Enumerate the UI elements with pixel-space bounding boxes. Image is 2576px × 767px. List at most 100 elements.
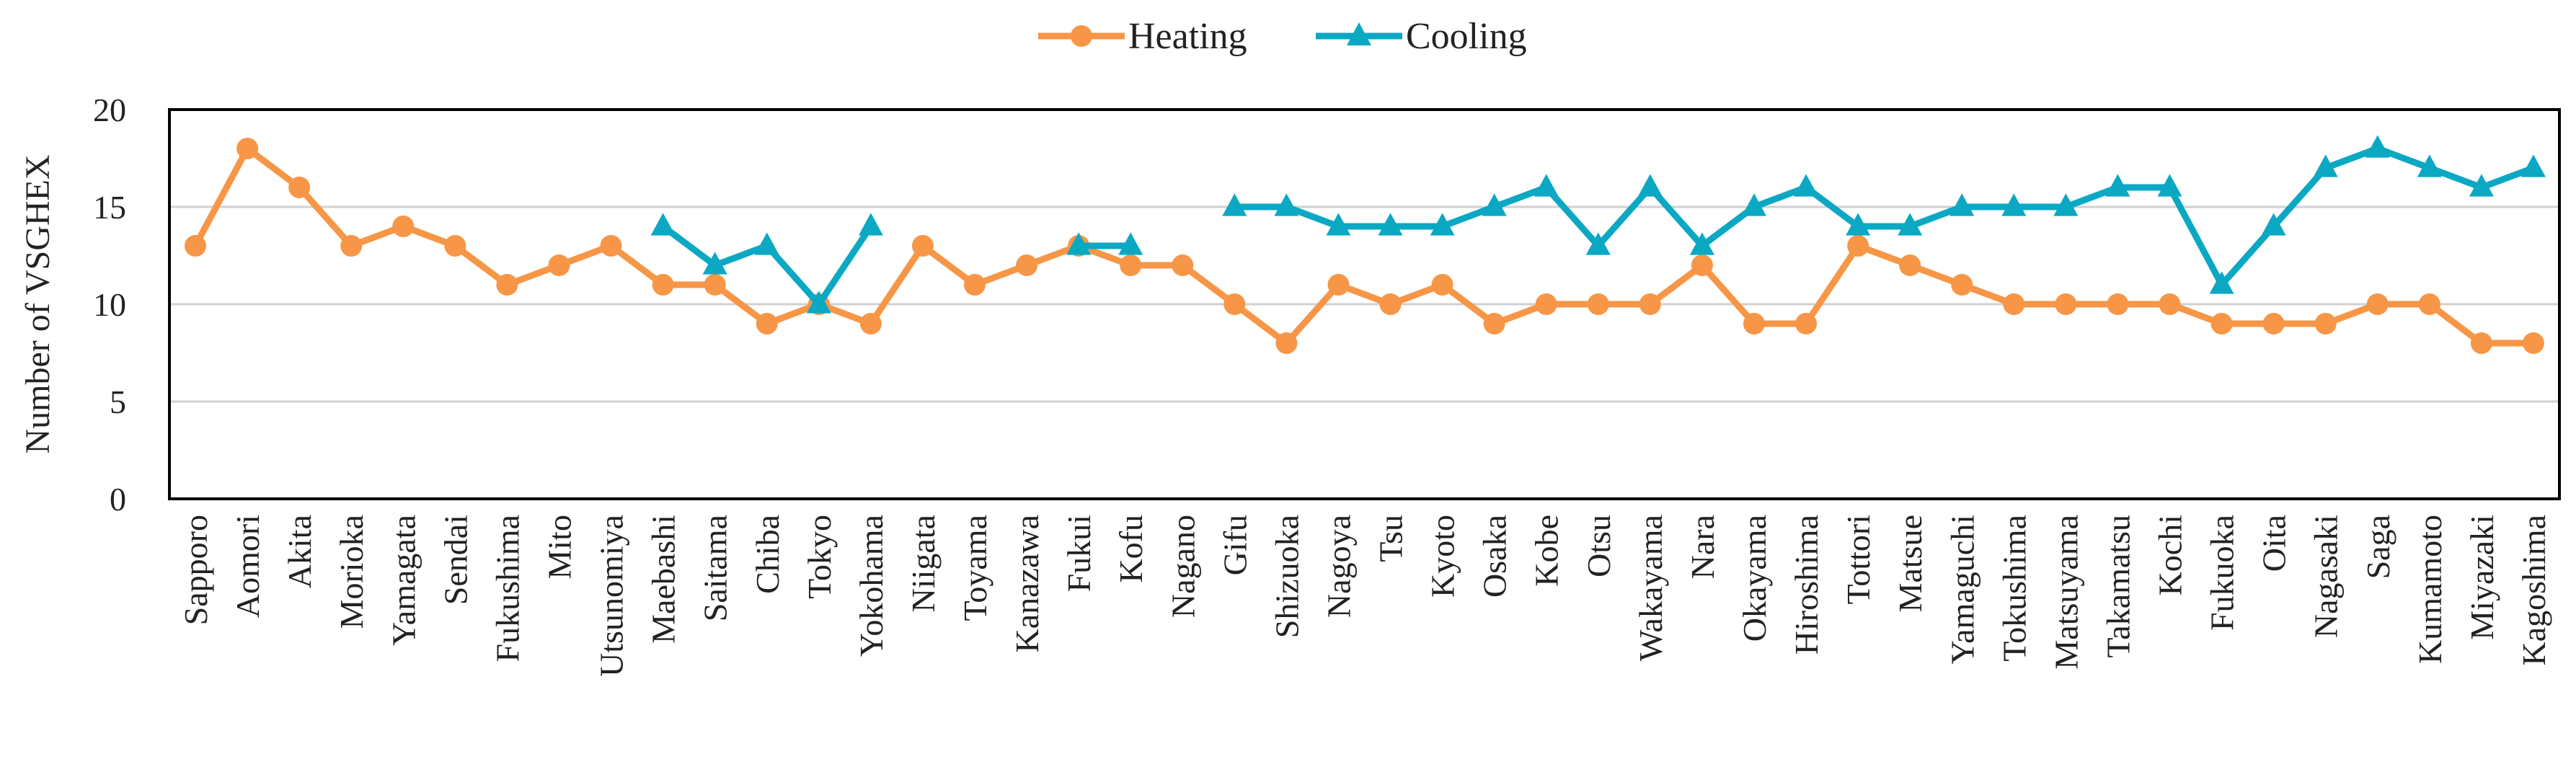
x-tick-label: Kochi bbox=[2152, 515, 2189, 595]
x-tick-label: Kanazawa bbox=[1009, 515, 1045, 653]
x-tick-label: Shizuoka bbox=[1268, 515, 1305, 638]
heating-point-mito bbox=[548, 254, 570, 276]
heating-point-yamagata bbox=[392, 216, 415, 237]
heating-point-maebashi bbox=[652, 274, 674, 296]
heating-point-utsunomiya bbox=[600, 235, 622, 257]
x-tick-label: Kumamoto bbox=[2412, 515, 2448, 664]
x-tick-label: Yokohama bbox=[853, 515, 890, 657]
x-tick-label: Saitama bbox=[697, 515, 734, 621]
heating-point-yamaguchi bbox=[1951, 274, 1973, 296]
heating-point-miyazaki bbox=[2470, 332, 2492, 354]
cooling-point-miyazaki bbox=[2469, 174, 2494, 197]
x-tick-label: Fukuoka bbox=[2204, 515, 2241, 631]
heating-point-kagoshima bbox=[2522, 332, 2544, 354]
heating-point-fukuoka bbox=[2210, 313, 2233, 334]
heating-point-yokohama bbox=[859, 313, 882, 334]
x-tick-label: Toyama bbox=[957, 515, 993, 621]
heating-point-matsue bbox=[1899, 254, 1921, 276]
cooling-point-tokushima bbox=[2001, 193, 2027, 216]
cooling-point-kagoshima bbox=[2520, 154, 2546, 177]
x-tick-label: Miyazaki bbox=[2464, 515, 2500, 640]
heating-point-tokushima bbox=[2003, 293, 2025, 315]
x-tick-label: Kobe bbox=[1528, 515, 1565, 587]
heating-point-morioka bbox=[340, 235, 363, 257]
x-tick-label: Fukushima bbox=[489, 515, 526, 662]
x-tick-label: Nagoya bbox=[1320, 515, 1357, 618]
cooling-point-saitama bbox=[702, 252, 727, 275]
heating-line-segment bbox=[192, 145, 2533, 347]
x-tick-label: Osaka bbox=[1477, 515, 1513, 598]
legend-marker-circle bbox=[1071, 25, 1092, 47]
y-tick-label: 15 bbox=[93, 189, 126, 226]
cooling-point-kochi bbox=[2157, 174, 2182, 197]
heating-point-kofu bbox=[1120, 254, 1142, 276]
cooling-point-nagoya bbox=[1326, 213, 1351, 236]
x-tick-label: Morioka bbox=[333, 515, 370, 629]
heating-point-kyoto bbox=[1431, 274, 1453, 296]
cooling-point-nara bbox=[1689, 232, 1714, 255]
heating-point-osaka bbox=[1483, 313, 1505, 334]
heating-point-chiba bbox=[756, 313, 778, 334]
heating-point-tsu bbox=[1379, 293, 1402, 315]
heating-point-nagano bbox=[1172, 254, 1194, 276]
heating-point-kobe bbox=[1535, 293, 1557, 315]
gridlines bbox=[169, 205, 2559, 403]
heating-point-kumamoto bbox=[2418, 293, 2440, 315]
cooling-point-nagasaki bbox=[2313, 154, 2338, 177]
cooling-point-tottori bbox=[1846, 213, 1871, 236]
x-tick-label: Matsuyama bbox=[2048, 515, 2084, 670]
x-tick-label: Sendai bbox=[437, 515, 474, 605]
x-tick-label: Fukui bbox=[1061, 515, 1097, 592]
x-tick-label: Utsunomiya bbox=[593, 515, 630, 677]
cooling-line-segment bbox=[1234, 145, 2535, 288]
heating-point-okayama bbox=[1743, 313, 1765, 334]
cooling-point-kyoto bbox=[1430, 213, 1455, 236]
heating-point-toyama bbox=[964, 274, 986, 296]
x-tick-label: Matsue bbox=[1892, 515, 1929, 612]
x-tick-label: Tokyo bbox=[801, 515, 838, 599]
cooling-point-yamaguchi bbox=[1949, 193, 1975, 216]
cooling-point-matsuyama bbox=[2053, 193, 2079, 216]
heating-point-gifu bbox=[1223, 293, 1246, 315]
y-tick-label: 5 bbox=[110, 384, 126, 420]
heating-point-shizuoka bbox=[1275, 332, 1298, 354]
cooling-point-gifu bbox=[1222, 193, 1247, 216]
heating-point-fukushima bbox=[496, 274, 518, 296]
x-tick-label: Hiroshima bbox=[1788, 515, 1825, 655]
x-tick-label: Tottori bbox=[1840, 515, 1877, 605]
x-tick-label: Akita bbox=[281, 515, 318, 588]
legend-item-cooling: Cooling bbox=[1316, 16, 1527, 57]
series-layer bbox=[185, 135, 2546, 354]
cooling-point-maebashi bbox=[650, 213, 676, 236]
x-tick-label: Mito bbox=[541, 515, 577, 579]
cooling-point-saga bbox=[2365, 135, 2390, 158]
plot-area-frame bbox=[168, 108, 2561, 500]
heating-point-akita bbox=[288, 177, 311, 198]
x-tick-label: Saga bbox=[2360, 515, 2396, 579]
heating-point-takamatsu bbox=[2107, 293, 2129, 315]
heating-point-tottori bbox=[1847, 235, 1869, 257]
heating-point-saitama bbox=[704, 274, 726, 296]
cooling-point-takamatsu bbox=[2105, 174, 2130, 197]
heating-point-nagasaki bbox=[2314, 313, 2337, 334]
cooling-point-chiba bbox=[754, 232, 779, 255]
cooling-point-otsu bbox=[1585, 232, 1611, 255]
x-tick-label: Aomori bbox=[229, 515, 266, 618]
y-tick-label: 0 bbox=[110, 481, 126, 518]
cooling-point-shizuoka bbox=[1274, 193, 1299, 216]
heating-point-saga bbox=[2366, 293, 2389, 315]
cooling-point-kumamoto bbox=[2417, 154, 2442, 177]
legend-label: Cooling bbox=[1406, 16, 1527, 57]
y-axis-label: Number of VSGHEX bbox=[19, 154, 57, 453]
x-axis: Sapporo Aomori Akita Morioka Yamagata Sendai F… bbox=[177, 515, 2552, 677]
x-tick-label: Oita bbox=[2256, 515, 2293, 572]
legend: Heating Cooling bbox=[1038, 16, 1527, 57]
x-tick-label: Chiba bbox=[749, 515, 786, 594]
heating-point-niigata bbox=[911, 235, 934, 257]
x-tick-label: Kyoto bbox=[1425, 515, 1461, 598]
y-tick-label: 20 bbox=[93, 92, 126, 128]
cooling-point-yokohama bbox=[858, 213, 883, 236]
legend-item-heating: Heating bbox=[1038, 16, 1247, 57]
cooling-point-tokyo bbox=[806, 291, 831, 314]
y-axis: 0 5 10 15 20 bbox=[93, 92, 126, 518]
